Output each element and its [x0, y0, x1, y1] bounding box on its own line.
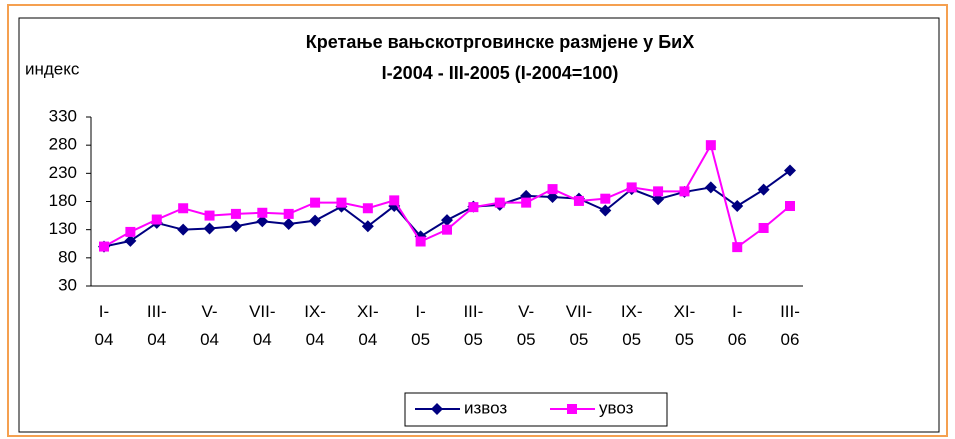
- point: [431, 403, 443, 415]
- point: [282, 218, 295, 231]
- x-tick-label-line: 05: [517, 330, 536, 349]
- point: [705, 140, 716, 151]
- x-tick-label-line: 05: [675, 330, 694, 349]
- x-tick-label-line: I-: [732, 302, 742, 321]
- point: [283, 208, 294, 219]
- x-tick-label-line: III-: [147, 302, 167, 321]
- point: [309, 214, 322, 227]
- point: [99, 241, 109, 252]
- point: [229, 220, 242, 233]
- y-tick-label: 30: [58, 275, 77, 294]
- point: [547, 184, 558, 195]
- x-tick-label-line: 06: [781, 330, 800, 349]
- point: [124, 234, 137, 247]
- x-tick-label-line: 05: [464, 330, 483, 349]
- x-tick-label-line: 04: [147, 330, 166, 349]
- point: [521, 197, 532, 208]
- point: [732, 242, 743, 253]
- point: [784, 164, 796, 177]
- y-tick-label: 330: [49, 106, 77, 125]
- x-tick-label-line: XI-: [357, 302, 379, 321]
- point: [415, 236, 426, 247]
- x-tick-label: I- 04: [95, 302, 114, 349]
- x-tick-label: XI- 05: [674, 302, 696, 349]
- x-tick-label-line: V-: [518, 302, 534, 321]
- x-tick-label-line: XI-: [674, 302, 696, 321]
- x-tick-label-line: VII-: [566, 302, 592, 321]
- x-tick-label-line: III-: [780, 302, 800, 321]
- chart-area: [18, 17, 940, 433]
- point: [785, 201, 795, 212]
- point: [468, 202, 479, 213]
- point: [626, 182, 637, 193]
- point: [731, 200, 744, 213]
- x-tick-label: XI- 04: [357, 302, 379, 349]
- x-tick-label-line: 04: [95, 330, 114, 349]
- x-tick-label: VII- 04: [249, 302, 275, 349]
- x-tick-label-line: IX-: [304, 302, 326, 321]
- point: [177, 223, 190, 236]
- x-tick-label: III- 04: [147, 302, 167, 349]
- x-tick-label-line: V-: [202, 302, 218, 321]
- point: [442, 224, 452, 235]
- x-tick-label: V- 04: [200, 302, 219, 349]
- point: [204, 210, 215, 221]
- point: [230, 208, 241, 219]
- x-tick-label-line: 05: [569, 330, 588, 349]
- point: [567, 404, 577, 414]
- x-tick-label-line: IX-: [621, 302, 643, 321]
- x-tick-label: I- 05: [411, 302, 430, 349]
- point: [310, 197, 321, 208]
- y-tick-label: 130: [49, 219, 77, 238]
- point: [757, 183, 770, 196]
- x-tick-label-line: 04: [253, 330, 272, 349]
- y-axis-label: индекс: [25, 59, 80, 78]
- x-tick-label: IX- 04: [304, 302, 326, 349]
- point: [494, 197, 505, 208]
- x-tick-label-line: 06: [728, 330, 747, 349]
- point: [599, 204, 612, 217]
- point: [704, 181, 717, 194]
- point: [600, 193, 611, 204]
- x-tick-label-line: I-: [99, 302, 109, 321]
- point: [362, 203, 373, 214]
- point: [125, 226, 136, 237]
- point: [441, 214, 453, 227]
- point: [573, 195, 584, 206]
- y-tick-label: 230: [49, 163, 77, 182]
- x-tick-label-line: 04: [306, 330, 325, 349]
- x-tick-label-line: VII-: [249, 302, 275, 321]
- point: [256, 215, 269, 228]
- x-tick-label-line: I-: [415, 302, 425, 321]
- x-tick-label-line: 04: [358, 330, 377, 349]
- legend-label: извоз: [464, 398, 507, 417]
- x-tick-label: I- 06: [728, 302, 747, 349]
- x-tick-label: IX- 05: [621, 302, 643, 349]
- point: [679, 186, 690, 197]
- point: [257, 207, 268, 218]
- x-tick-label: VII- 05: [566, 302, 592, 349]
- y-tick-label: 280: [49, 135, 77, 154]
- x-tick-label-line: III-: [463, 302, 483, 321]
- y-tick-label: 80: [58, 247, 77, 266]
- point: [178, 203, 189, 214]
- x-tick-label: III- 05: [463, 302, 483, 349]
- x-tick-label-line: 05: [411, 330, 430, 349]
- point: [361, 220, 374, 233]
- point: [203, 222, 216, 235]
- legend-label: увоз: [599, 398, 634, 417]
- chart-subtitle: I-2004 - III-2005 (I-2004=100): [382, 63, 619, 83]
- point: [758, 222, 769, 233]
- point: [653, 186, 664, 197]
- point: [151, 214, 162, 225]
- point: [336, 197, 347, 208]
- x-tick-label-line: 04: [200, 330, 219, 349]
- x-tick-label: V- 05: [517, 302, 536, 349]
- y-tick-label: 180: [49, 191, 77, 210]
- point: [389, 195, 400, 206]
- x-tick-label: III- 06: [780, 302, 800, 349]
- x-tick-label-line: 05: [622, 330, 641, 349]
- chart-title: Кретање вањскотрговинске размјене у БиХ: [306, 32, 694, 52]
